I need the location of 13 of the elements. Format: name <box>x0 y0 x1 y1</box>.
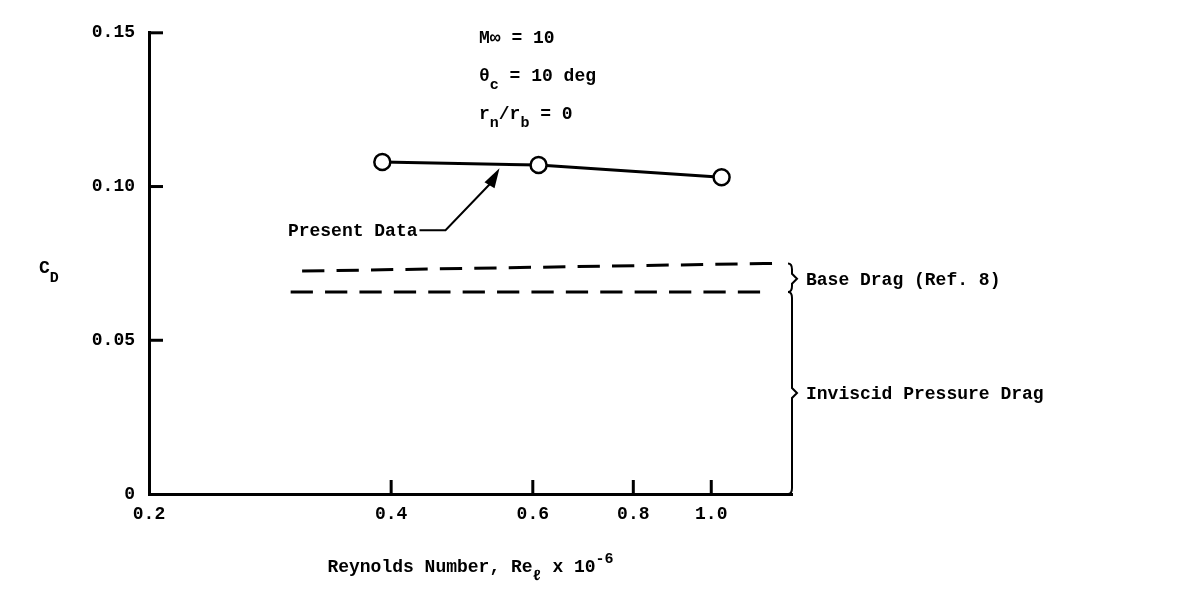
x-tick-label: 0.2 <box>132 504 166 525</box>
annotation: M∞ = 10 <box>479 27 555 48</box>
y-tick-label: 0 <box>124 483 135 504</box>
x-tick-label: 0.8 <box>617 504 650 525</box>
y-tick-label: 0.15 <box>91 22 135 43</box>
x-tick-label: 0.4 <box>374 504 408 525</box>
annotation: Base Drag (Ref. 8) <box>806 269 1001 290</box>
x-tick-label: 0.6 <box>516 504 550 525</box>
y-tick-label: 0.10 <box>91 176 135 197</box>
text: Inviscid Pressure Drag <box>806 384 1044 404</box>
text: Present Data <box>287 221 418 242</box>
x-tick-label: 1.0 <box>695 504 728 525</box>
y-tick-label: 0.05 <box>91 329 135 350</box>
